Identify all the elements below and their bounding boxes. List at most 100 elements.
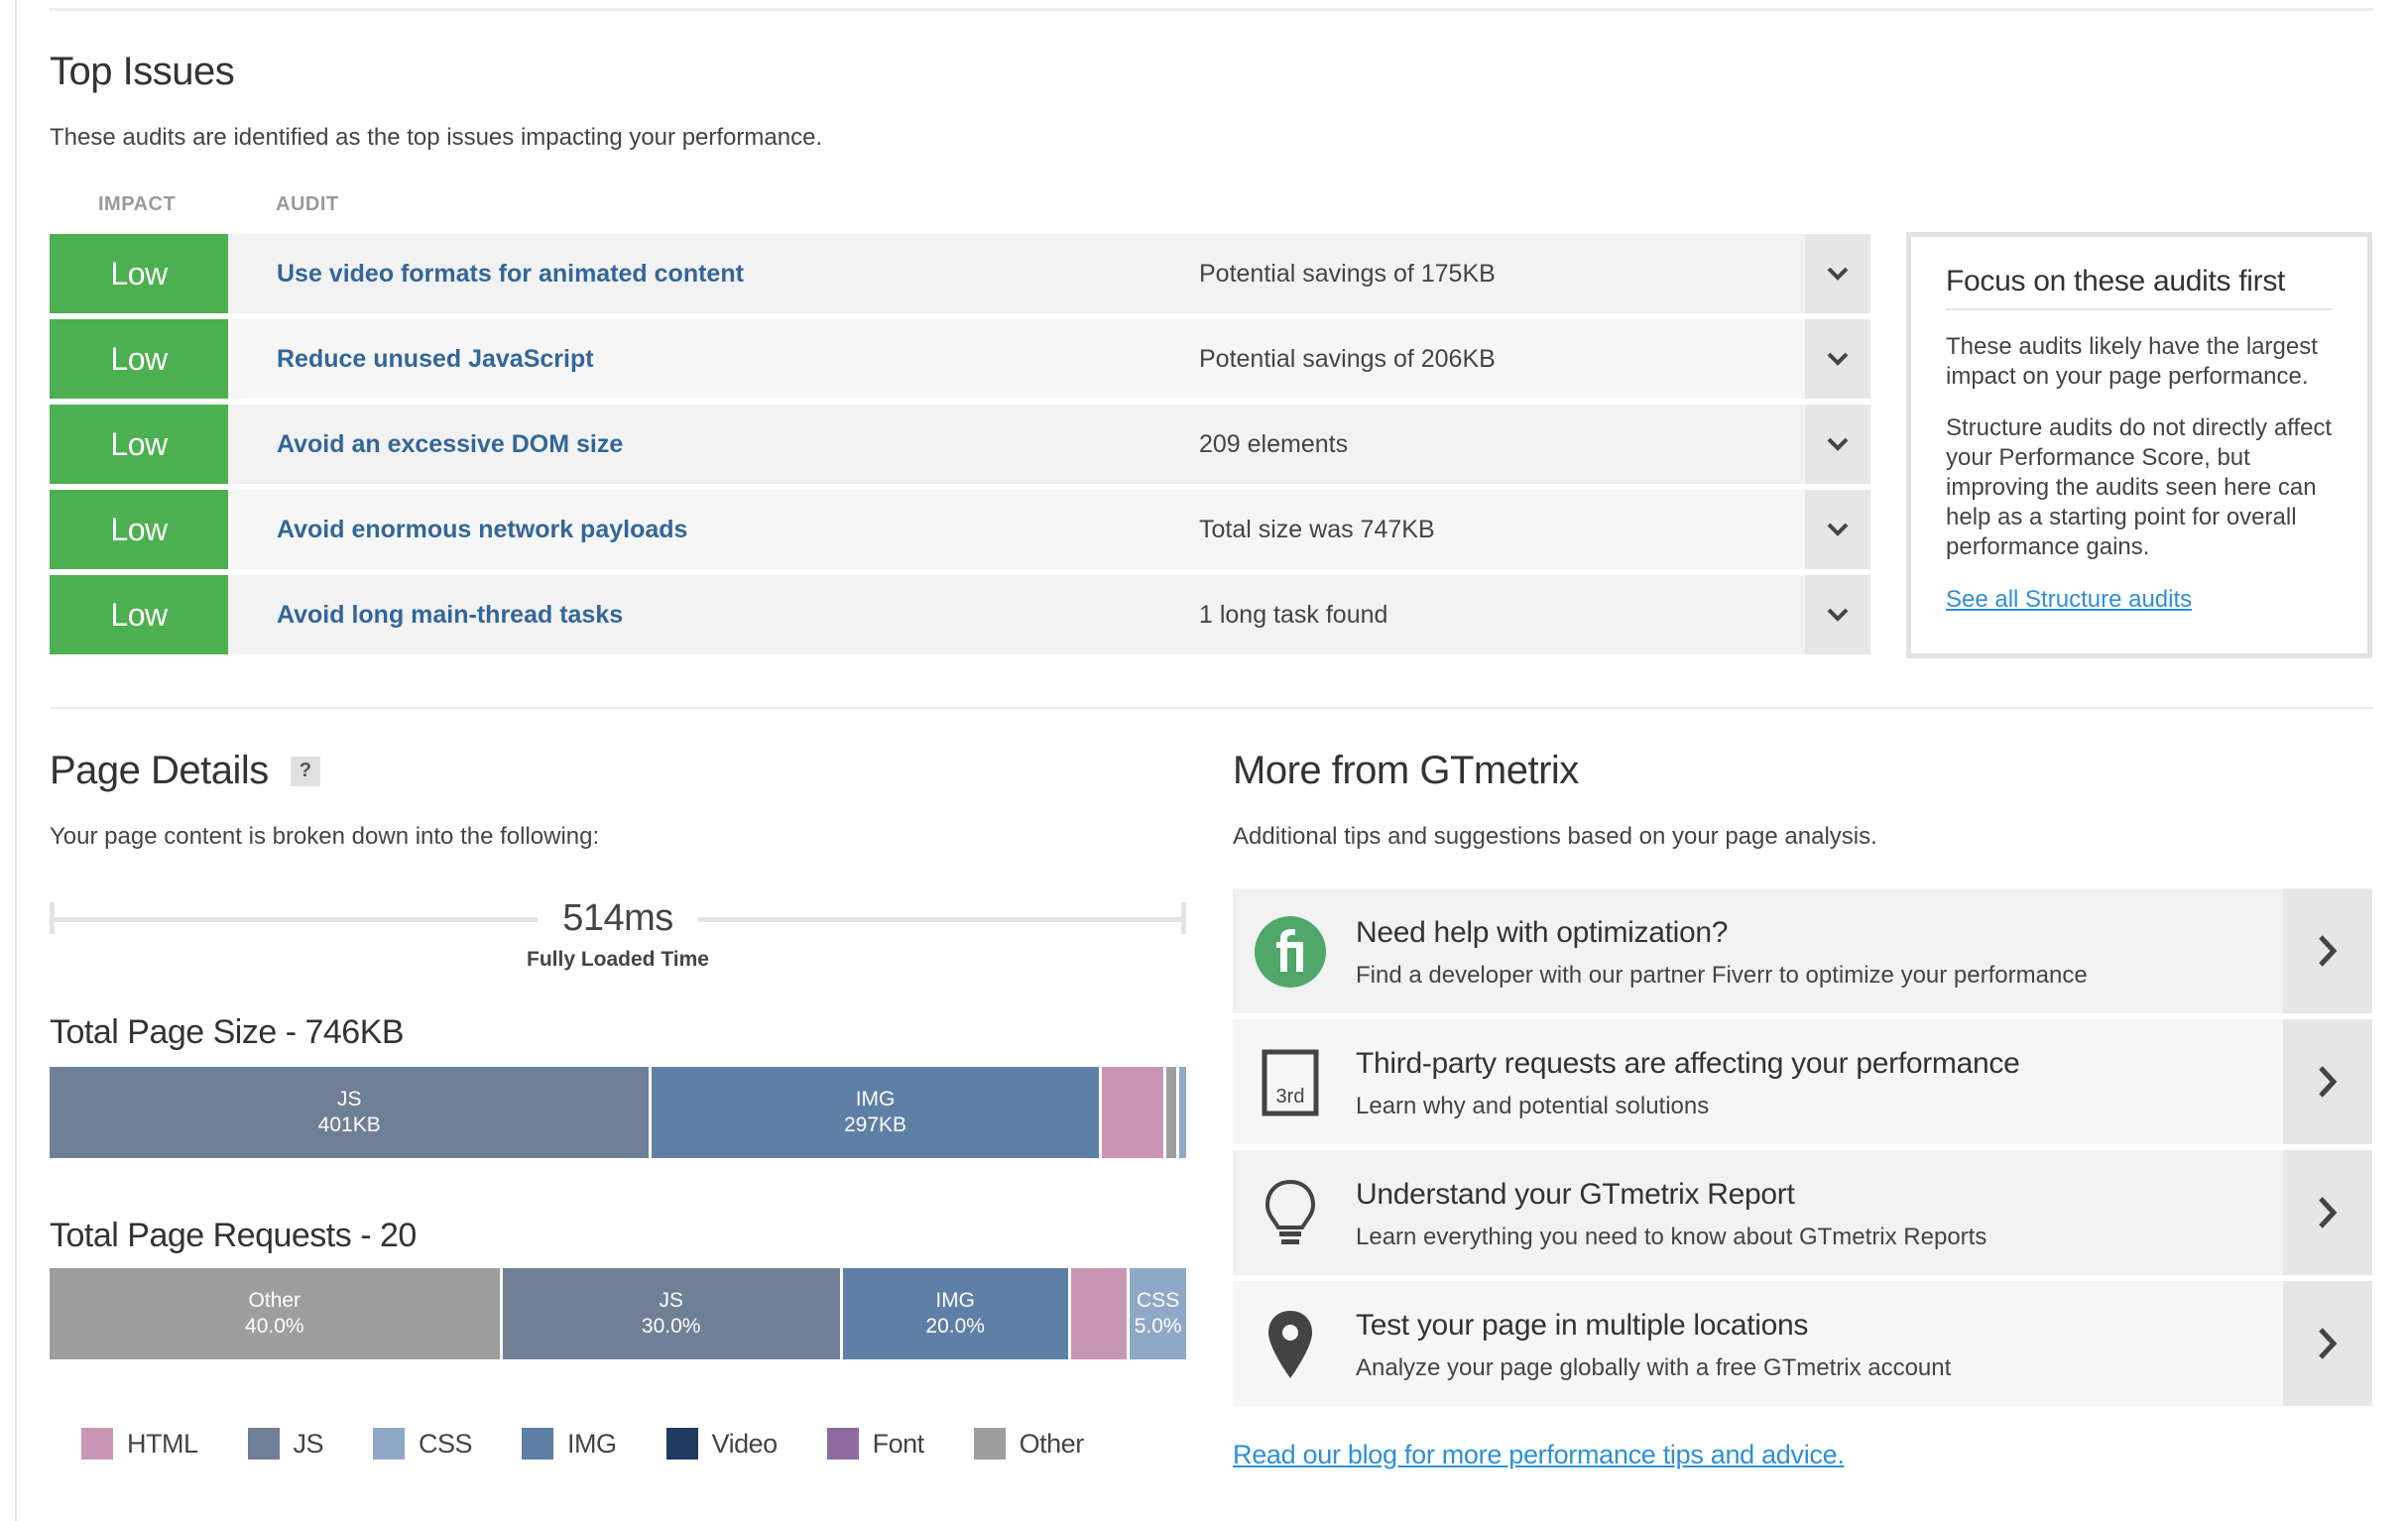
more-item-locations[interactable]: Test your page in multiple locations Ana… [1233, 1281, 2372, 1406]
issue-row[interactable]: Low Avoid an excessive DOM size 209 elem… [50, 405, 1870, 484]
impact-badge: Low [50, 575, 228, 654]
expand-button[interactable] [1805, 319, 1870, 399]
timeline-end-cap [1181, 902, 1186, 934]
segment-label: IMG [855, 1088, 896, 1111]
help-icon[interactable]: ? [290, 756, 320, 786]
chevron-down-icon [1827, 437, 1849, 451]
segment-css: CSS 5.0% [1130, 1268, 1186, 1359]
blog-link[interactable]: Read our blog for more performance tips … [1233, 1440, 1845, 1469]
top-issues-table: Low Use video formats for animated conte… [50, 234, 1870, 660]
segment-other [1166, 1067, 1180, 1158]
third-party-icon: 3rd [1255, 1047, 1326, 1118]
segment-label: CSS [1137, 1289, 1180, 1312]
legend-swatch [973, 1428, 1006, 1460]
chevron-right-icon[interactable] [2283, 1281, 2372, 1406]
segment-js: JS 30.0% [502, 1268, 843, 1359]
more-subtitle: Additional tips and suggestions based on… [1233, 823, 1877, 850]
impact-badge: Low [50, 319, 228, 399]
audit-value: 209 elements [1199, 429, 1349, 458]
legend-swatch [522, 1428, 554, 1460]
content-frame [15, 0, 2408, 1521]
audit-name[interactable]: Avoid long main-thread tasks [277, 600, 624, 629]
lightbulb-icon [1255, 1178, 1326, 1249]
more-item-description: Find a developer with our partner Fiverr… [1356, 962, 2088, 989]
segment-label: JS [336, 1088, 362, 1111]
more-item-description: Learn why and potential solutions [1356, 1093, 1710, 1119]
segment-value: 40.0% [245, 1315, 304, 1338]
more-list: Need help with optimization? Find a deve… [1233, 888, 2372, 1412]
legend-swatch [81, 1428, 113, 1460]
fully-loaded-time: 514ms [562, 897, 673, 939]
total-page-size-title: Total Page Size - 746KB [50, 1013, 405, 1051]
issue-row[interactable]: Low Avoid enormous network payloads Tota… [50, 490, 1870, 569]
chevron-down-icon [1827, 267, 1849, 281]
segment-html [1070, 1268, 1131, 1359]
audit-name[interactable]: Avoid enormous network payloads [277, 515, 688, 543]
legend-item-html: HTML [81, 1428, 198, 1460]
chevron-right-icon[interactable] [2283, 1150, 2372, 1275]
legend-label: Font [872, 1428, 925, 1459]
impact-column-header: IMPACT [98, 193, 177, 215]
segment-img: IMG 20.0% [842, 1268, 1071, 1359]
legend-label: CSS [419, 1428, 473, 1459]
total-page-requests-title: Total Page Requests - 20 [50, 1217, 417, 1254]
timeline-line [698, 917, 1186, 922]
legend-label: Other [1019, 1428, 1085, 1459]
segment-value: 401KB [317, 1113, 381, 1136]
content-type-legend: HTML JS CSS IMG Video Font Other [81, 1428, 1134, 1460]
impact-badge: Low [50, 234, 228, 313]
issue-row[interactable]: Low Use video formats for animated conte… [50, 234, 1870, 313]
segment-value: 297KB [843, 1113, 907, 1136]
more-item-description: Learn everything you need to know about … [1356, 1224, 1987, 1250]
more-item-report[interactable]: Understand your GTmetrix Report Learn ev… [1233, 1150, 2372, 1275]
segment-label: IMG [935, 1289, 976, 1312]
focus-panel: Focus on these audits first These audits… [1906, 232, 2372, 658]
audit-name[interactable]: Avoid an excessive DOM size [277, 429, 624, 458]
chevron-down-icon [1827, 523, 1849, 536]
fully-loaded-label: Fully Loaded Time [527, 948, 709, 971]
impact-badge: Low [50, 490, 228, 569]
legend-label: Video [711, 1428, 779, 1459]
more-item-third-party[interactable]: 3rd Third-party requests are affecting y… [1233, 1019, 2372, 1144]
legend-label: IMG [567, 1428, 617, 1459]
segment-css [1179, 1067, 1186, 1158]
third-party-icon-label: 3rd [1276, 1086, 1305, 1108]
page-details-subtitle: Your page content is broken down into th… [50, 823, 600, 850]
legend-item-other: Other [973, 1428, 1085, 1460]
expand-button[interactable] [1805, 405, 1870, 484]
legend-item-img: IMG [522, 1428, 617, 1460]
issue-row[interactable]: Low Reduce unused JavaScript Potential s… [50, 319, 1870, 399]
audit-value: Potential savings of 206KB [1199, 344, 1496, 373]
segment-other: Other 40.0% [50, 1268, 503, 1359]
expand-button[interactable] [1805, 490, 1870, 569]
chevron-down-icon [1827, 352, 1849, 366]
fully-loaded-timeline: 514ms [50, 897, 1186, 939]
audit-name[interactable]: Use video formats for animated content [277, 259, 744, 288]
more-item-fiverr[interactable]: Need help with optimization? Find a deve… [1233, 888, 2372, 1013]
more-item-description: Analyze your page globally with a free G… [1356, 1354, 1952, 1381]
segment-value: 30.0% [641, 1315, 701, 1338]
top-issues-title: Top Issues [50, 50, 235, 93]
chevron-right-icon[interactable] [2283, 1019, 2372, 1144]
audit-column-header: AUDIT [276, 193, 339, 215]
page-size-bar: JS 401KB IMG 297KB [50, 1067, 1186, 1158]
audit-name[interactable]: Reduce unused JavaScript [277, 344, 594, 373]
top-divider [50, 8, 2373, 11]
expand-button[interactable] [1805, 234, 1870, 313]
page-details-title: Page Details [50, 749, 269, 792]
page-details-header: Page Details ? [50, 749, 320, 793]
legend-swatch [665, 1428, 698, 1460]
focus-text: These audits likely have the largest imp… [1946, 333, 2318, 390]
fiverr-icon [1255, 916, 1326, 988]
legend-item-css: CSS [373, 1428, 473, 1460]
chevron-right-icon[interactable] [2283, 888, 2372, 1013]
top-issues-subtitle: These audits are identified as the top i… [50, 124, 823, 151]
see-structure-audits-link[interactable]: See all Structure audits [1946, 586, 2193, 613]
legend-item-js: JS [247, 1428, 324, 1460]
legend-label: JS [293, 1428, 324, 1459]
chevron-down-icon [1827, 608, 1849, 622]
issue-row[interactable]: Low Avoid long main-thread tasks 1 long … [50, 575, 1870, 654]
expand-button[interactable] [1805, 575, 1870, 654]
timeline-line [50, 917, 538, 922]
audit-value: 1 long task found [1199, 600, 1388, 629]
